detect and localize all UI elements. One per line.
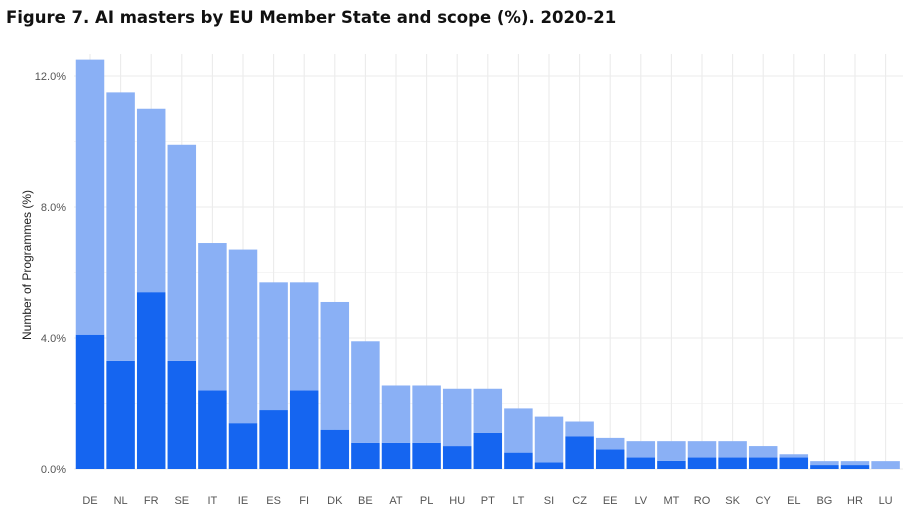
bar-segment-light-lu (871, 461, 900, 469)
x-tick-label-lv: LV (634, 495, 647, 507)
x-tick-label-hr: HR (847, 495, 863, 507)
bar-segment-dark-be (351, 442, 380, 469)
bar-segment-dark-ie (228, 423, 258, 469)
bar-segment-light-si (534, 416, 564, 463)
x-tick-label-fi: FI (299, 495, 309, 507)
bar-segment-dark-it (198, 390, 227, 469)
x-tick-label-es: ES (266, 495, 281, 507)
bars (75, 59, 900, 469)
bar-segment-dark-ro (687, 457, 717, 469)
bar-segment-light-be (351, 341, 380, 443)
x-tick-label-lu: LU (879, 495, 893, 507)
x-tick-label-se: SE (174, 495, 189, 507)
bar-segment-light-at (381, 385, 411, 443)
bar-segment-light-lt (504, 408, 533, 453)
bar-segment-dark-es (259, 410, 288, 469)
bar-segment-dark-dk (320, 429, 350, 469)
x-tick-label-sk: SK (725, 495, 740, 507)
bar-segment-light-pl (412, 385, 441, 443)
y-axis-label: Number of Programmes (%) (20, 190, 34, 340)
bar-segment-light-fi (289, 282, 319, 391)
bar-segment-dark-mt (657, 460, 686, 469)
bar-segment-light-sk (718, 441, 747, 458)
bar-segment-light-ie (228, 249, 258, 424)
bar-segment-light-ro (687, 441, 717, 458)
bar-segment-dark-de (75, 334, 105, 469)
bar-segment-dark-cy (748, 457, 778, 469)
x-tick-label-lt: LT (512, 495, 524, 507)
x-tick-label-ie: IE (238, 495, 248, 507)
bar-segment-light-nl (106, 92, 135, 361)
x-tick-label-nl: NL (114, 495, 128, 507)
x-tick-label-de: DE (82, 495, 97, 507)
x-tick-label-pl: PL (420, 495, 433, 507)
bar-segment-light-bg (810, 461, 839, 466)
x-tick-label-ee: EE (603, 495, 618, 507)
x-tick-label-pt: PT (481, 495, 495, 507)
bar-segment-dark-hr (840, 465, 870, 469)
bar-segment-dark-sk (718, 457, 747, 469)
bar-segment-dark-fi (289, 390, 319, 469)
y-tick-label: 12.0% (35, 71, 66, 83)
bar-segment-light-el (779, 454, 809, 458)
bar-segment-dark-fr (136, 292, 166, 469)
bar-segment-dark-nl (106, 360, 135, 469)
x-tick-label-dk: DK (327, 495, 343, 507)
bar-segment-dark-hu (442, 446, 472, 469)
bar-segment-dark-ee (595, 449, 625, 469)
bar-segment-light-se (167, 144, 197, 361)
bar-segment-dark-lv (626, 457, 656, 469)
bar-segment-dark-pl (412, 442, 441, 469)
bar-segment-dark-si (534, 462, 564, 469)
bar-segment-light-de (75, 59, 105, 335)
bar-segment-light-hr (840, 461, 870, 466)
bar-segment-dark-se (167, 360, 197, 469)
x-tick-label-at: AT (389, 495, 403, 507)
y-tick-label: 4.0% (41, 333, 66, 345)
bar-segment-light-mt (657, 441, 686, 461)
x-tick-label-bg: BG (816, 495, 832, 507)
bar-segment-dark-pt (473, 432, 503, 469)
x-tick-label-mt: MT (663, 495, 679, 507)
bar-segment-dark-lt (504, 452, 533, 469)
bar-segment-light-lv (626, 441, 656, 458)
bar-segment-dark-cz (565, 436, 594, 469)
y-axis-ticks: 0.0% 4.0% 8.0% 12.0% (35, 71, 66, 476)
x-tick-label-cy: CY (756, 495, 772, 507)
x-tick-label-it: IT (208, 495, 218, 507)
bar-segment-light-cz (565, 421, 594, 437)
bar-segment-dark-bg (810, 465, 839, 469)
y-tick-label: 8.0% (41, 202, 66, 214)
bar-segment-dark-el (779, 457, 809, 469)
x-tick-label-be: BE (358, 495, 373, 507)
x-tick-label-fr: FR (144, 495, 159, 507)
bar-segment-light-hu (442, 388, 472, 447)
x-tick-label-ro: RO (694, 495, 711, 507)
bar-segment-light-fr (136, 108, 166, 293)
x-axis-ticks: DE NL FR SE IT IE ES FI DK BE AT PL HU PT LT SI CZ EE LV MT… (82, 495, 892, 507)
bar-segment-light-ee (595, 437, 625, 450)
y-tick-label: 0.0% (41, 464, 66, 476)
bar-segment-light-es (259, 282, 288, 411)
bar-segment-light-it (198, 243, 227, 391)
bar-segment-dark-at (381, 442, 411, 469)
x-tick-label-si: SI (544, 495, 554, 507)
bar-segment-light-pt (473, 388, 503, 433)
x-tick-label-cz: CZ (572, 495, 587, 507)
figure-title: Figure 7. AI masters by EU Member State … (6, 8, 617, 27)
x-tick-label-el: EL (787, 495, 800, 507)
bar-segment-light-cy (748, 446, 778, 458)
bar-segment-light-dk (320, 301, 350, 430)
x-tick-label-hu: HU (449, 495, 465, 507)
